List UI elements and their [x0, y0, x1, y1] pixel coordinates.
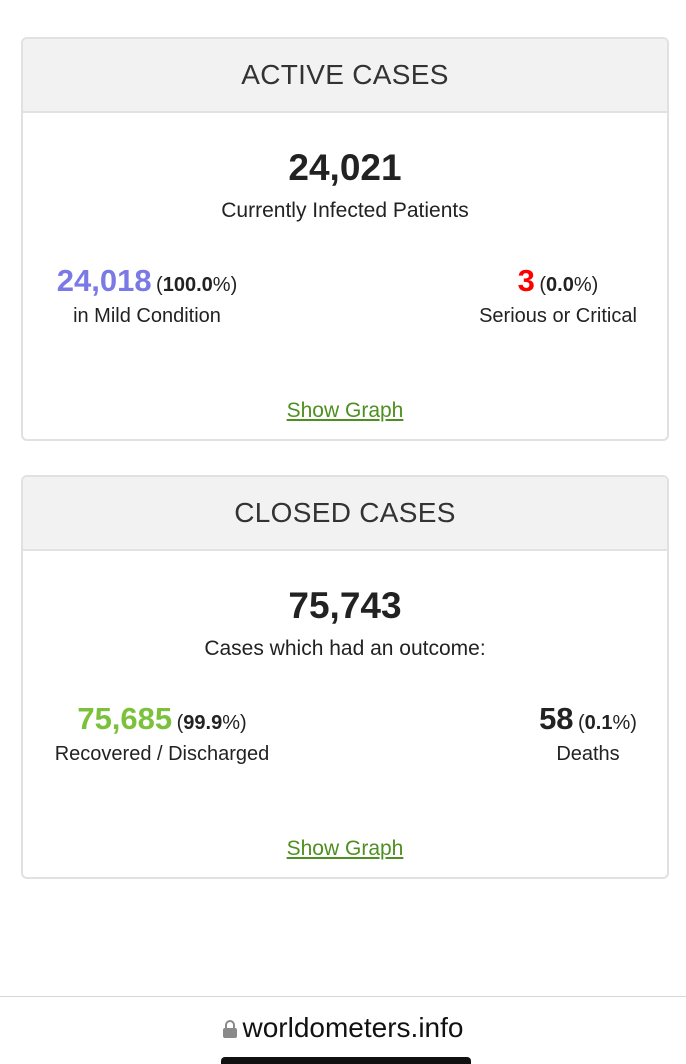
active-cases-subtitle: Currently Infected Patients	[221, 199, 469, 222]
active-cases-card: ACTIVE CASES 24,021 Currently Infected P…	[21, 37, 669, 441]
active-cases-total: 24,021	[288, 147, 402, 188]
active-cases-show-graph-link[interactable]: Show Graph	[286, 399, 404, 422]
serious-critical-caption: Serious or Critical	[479, 305, 637, 327]
serious-critical-percent: (0.0%)	[539, 274, 599, 296]
mild-condition-value: 24,018	[56, 263, 152, 298]
closed-cases-card: CLOSED CASES 75,743 Cases which had an o…	[21, 475, 669, 879]
serious-critical-value: 3	[517, 263, 535, 298]
recovered-stat: 75,685 (99.9%) Recovered / Discharged	[47, 701, 277, 766]
closed-cases-subtitle: Cases which had an outcome:	[204, 637, 486, 660]
mild-condition-stat: 24,018 (100.0%) in Mild Condition	[47, 263, 247, 328]
url-text: worldometers.info	[242, 1012, 464, 1043]
recovered-percent: (99.9%)	[176, 712, 247, 734]
active-cases-header: ACTIVE CASES	[23, 39, 667, 113]
mild-condition-caption: in Mild Condition	[73, 305, 221, 327]
url-display[interactable]: worldometers.info	[0, 1012, 686, 1044]
closed-cases-total: 75,743	[288, 585, 402, 626]
deaths-percent: (0.1%)	[578, 712, 637, 734]
recovered-caption: Recovered / Discharged	[54, 743, 270, 765]
lock-icon	[222, 1020, 237, 1038]
mild-condition-percent: (100.0%)	[156, 274, 238, 296]
serious-critical-stat: 3 (0.0%) Serious or Critical	[473, 263, 643, 328]
closed-cases-body: 75,743 Cases which had an outcome: 75,68…	[23, 551, 667, 877]
recovered-value: 75,685	[77, 701, 173, 736]
active-cases-body: 24,021 Currently Infected Patients 24,01…	[23, 113, 667, 439]
home-indicator	[221, 1057, 471, 1064]
closed-cases-header: CLOSED CASES	[23, 477, 667, 551]
deaths-caption: Deaths	[556, 743, 620, 765]
deaths-stat: 58 (0.1%) Deaths	[533, 701, 643, 766]
deaths-value: 58	[539, 701, 574, 736]
closed-cases-show-graph-link[interactable]: Show Graph	[286, 837, 404, 860]
browser-address-bar: worldometers.info	[0, 996, 686, 1064]
